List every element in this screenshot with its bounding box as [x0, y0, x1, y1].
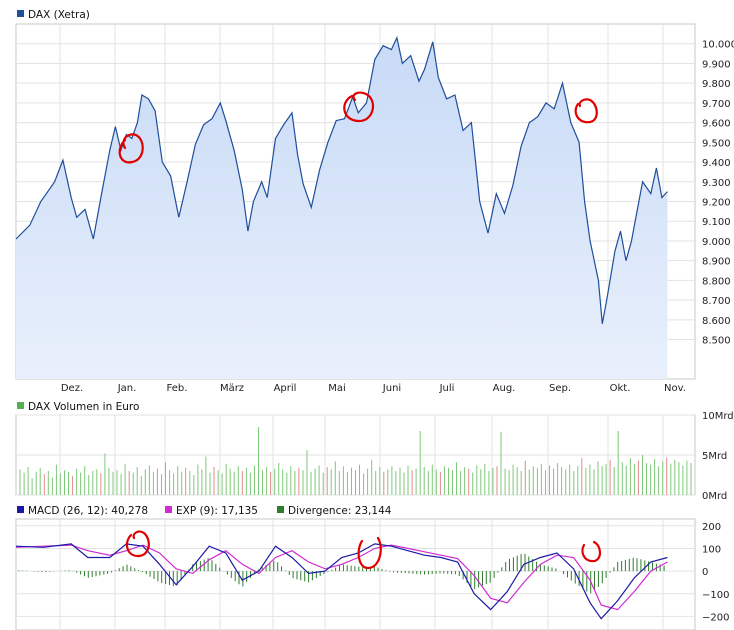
volume-legend-square: [17, 402, 24, 409]
volume-y-tick-label: 10Mrd: [702, 411, 734, 422]
hand-annotations: [118, 91, 602, 570]
price-x-tick-label: Dez.: [61, 383, 83, 394]
macd-legend-square: [17, 506, 24, 513]
red-circle-annotation: [357, 536, 382, 570]
price-y-tick-label: 9.800: [702, 79, 731, 90]
macd-y-tick-label: 100: [702, 544, 721, 555]
price-x-tick-label: März: [220, 383, 244, 394]
macd-plot-frame: [15, 518, 696, 630]
red-circle-annotation: [581, 540, 602, 563]
price-y-tick-label: 10.000: [702, 40, 734, 51]
price-y-tick-label: 9.200: [702, 198, 731, 209]
exp-legend-label: EXP (9): 17,135: [176, 505, 258, 517]
price-y-tick-label: 8.800: [702, 276, 731, 287]
price-x-tick-label: Nov.: [664, 383, 686, 394]
price-y-tick-label: 9.600: [702, 119, 731, 130]
volume-y-tick-label: 0Mrd: [702, 491, 727, 502]
price-y-tick-label: 9.700: [702, 99, 731, 110]
price-y-tick-label: 9.000: [702, 237, 731, 248]
price-y-tick-label: 8.500: [702, 336, 731, 347]
price-x-tick-label: Juli: [439, 383, 455, 394]
price-y-tick-label: 8.600: [702, 316, 731, 327]
red-circle-annotation: [118, 133, 144, 164]
macd-y-tick-label: 0: [702, 567, 708, 578]
price-x-tick-label: Jan.: [117, 383, 137, 394]
macd-y-tick-label: −200: [702, 612, 729, 623]
price-y-tick-label: 9.500: [702, 138, 731, 149]
price-x-tick-label: Feb.: [167, 383, 188, 394]
price-y-tick-label: 9.900: [702, 59, 731, 70]
price-x-tick-label: Aug.: [493, 383, 516, 394]
volume-y-tick-label: 5Mrd: [702, 451, 727, 462]
price-y-tick-label: 9.400: [702, 158, 731, 169]
macd-y-tick-label: −100: [702, 590, 729, 601]
price-y-tick-label: 9.300: [702, 178, 731, 189]
price-x-tick-label: Juni: [382, 383, 401, 394]
divergence-legend-square: [277, 506, 284, 513]
macd-panel: MACD (26, 12): 40,278 EXP (9): 17,135 Di…: [15, 505, 729, 630]
price-x-tick-label: April: [274, 383, 297, 394]
exp-legend-square: [165, 506, 172, 513]
volume-panel: DAX Volumen in Euro 0Mrd 5Mrd 10Mrd: [15, 401, 734, 502]
red-circle-annotation: [343, 91, 375, 123]
price-area: [16, 37, 668, 380]
price-x-tick-label: Sep.: [549, 383, 571, 394]
divergence-legend-label: Divergence: 23,144: [288, 505, 392, 517]
red-circle-annotation: [125, 530, 150, 558]
price-y-tick-label: 8.700: [702, 296, 731, 307]
price-panel: DAX (Xetra) Dez. Jan. Feb. März April Mai Juni…: [15, 9, 734, 394]
price-legend-square: [17, 10, 24, 17]
price-legend-label: DAX (Xetra): [28, 9, 90, 21]
price-y-tick-label: 9.100: [702, 217, 731, 228]
price-x-tick-label: Mai: [328, 383, 346, 394]
macd-legend-label: MACD (26, 12): 40,278: [28, 505, 148, 517]
red-circle-annotation: [574, 98, 598, 124]
price-y-tick-label: 8.900: [702, 257, 731, 268]
price-x-tick-label: Okt.: [610, 383, 631, 394]
macd-y-tick-label: 200: [702, 522, 721, 533]
volume-legend-label: DAX Volumen in Euro: [28, 401, 139, 413]
